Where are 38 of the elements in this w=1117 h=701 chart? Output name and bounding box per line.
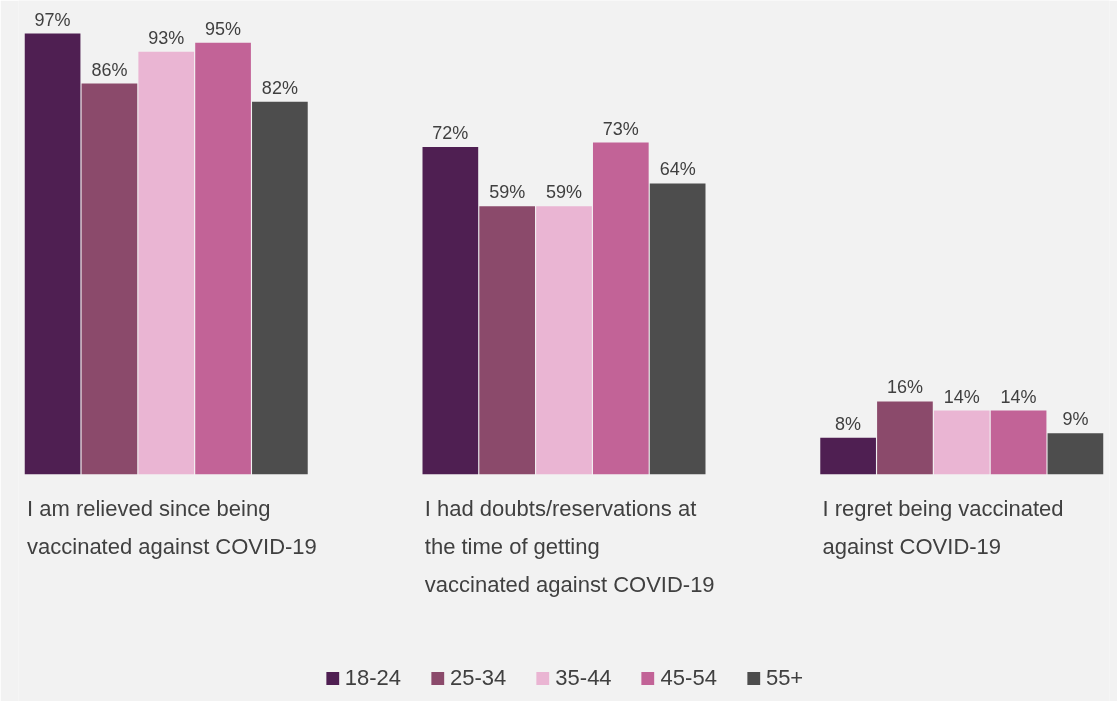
data-label: 64% — [659, 159, 696, 180]
data-label: 93% — [148, 27, 185, 48]
data-label: 59% — [545, 182, 583, 203]
data-label: 97% — [34, 9, 71, 30]
legend-label: 18-24 — [344, 665, 402, 691]
bar — [877, 401, 933, 475]
bar — [990, 410, 1047, 475]
bar — [24, 33, 81, 475]
bar — [820, 437, 876, 475]
bar — [479, 206, 536, 475]
legend-label: 35-44 — [555, 665, 612, 691]
data-label: 86% — [91, 59, 128, 80]
legend-label: 25-34 — [450, 665, 507, 691]
bar — [422, 147, 479, 475]
data-label: 59% — [489, 182, 526, 203]
x-tick-label: I had doubts/reservations at the time of getting vaccinated against COVID-19 — [424, 496, 715, 598]
data-label: 16% — [886, 377, 923, 398]
bar — [933, 410, 990, 475]
bar — [195, 42, 251, 475]
bar — [592, 142, 649, 475]
legend-label: 45-54 — [660, 665, 717, 691]
bar — [649, 183, 706, 475]
x-tick-label: I regret being vaccinated against COVID-19 — [822, 496, 1064, 560]
bar — [81, 83, 138, 475]
data-label: 73% — [602, 118, 639, 139]
data-label: 82% — [261, 77, 298, 98]
bar — [536, 206, 592, 475]
bar — [252, 101, 308, 475]
data-label: 9% — [1062, 409, 1089, 430]
data-label: 95% — [205, 18, 242, 39]
data-label: 14% — [1000, 386, 1037, 407]
bar — [1047, 433, 1104, 475]
legend-label: 55+ — [765, 665, 804, 691]
bar — [138, 51, 195, 475]
data-label: 72% — [432, 123, 469, 144]
data-label: 14% — [943, 386, 980, 407]
x-tick-label: I am relieved since being vaccinated against COVID-19 — [27, 496, 317, 560]
data-label: 8% — [835, 413, 862, 434]
